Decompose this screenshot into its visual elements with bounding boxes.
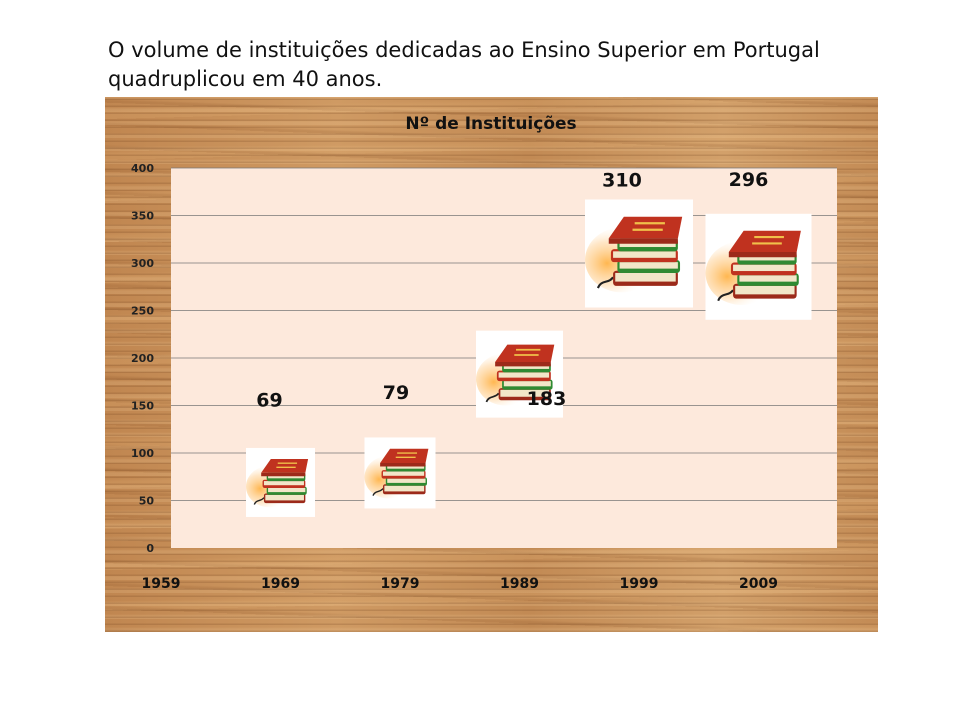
x-tick-label: 1989 (500, 576, 539, 592)
chart-title: Nº de Instituições (405, 114, 576, 134)
slide-title-line-2: quadruplicou em 40 anos. (108, 67, 383, 91)
y-tick-label: 300 (131, 257, 154, 270)
y-tick-label: 150 (131, 400, 154, 413)
data-point-marker (704, 212, 813, 321)
data-label: 310 (602, 170, 642, 192)
y-tick-label: 0 (146, 542, 154, 555)
y-tick-label: 350 (131, 210, 154, 223)
y-tick-label: 100 (131, 447, 154, 460)
data-label: 69 (256, 389, 282, 411)
chart-panel: 0 50 100 150 200 250 300 350 400 1959 1969 1979 1989… (105, 97, 878, 632)
slide-title-line-1: O volume de instituições dedicadas ao En… (108, 38, 820, 62)
y-tick-label: 200 (131, 352, 154, 365)
chart-svg: 0 50 100 150 200 250 300 350 400 1959 1969 1979 1989… (131, 114, 837, 592)
data-point-marker (363, 436, 437, 510)
x-tick-label: 2009 (739, 576, 778, 592)
x-tick-label: 1959 (142, 576, 181, 592)
x-tick-label: 1999 (620, 576, 659, 592)
data-label: 183 (527, 388, 567, 410)
data-label: 296 (729, 169, 769, 191)
y-tick-label: 50 (139, 495, 155, 508)
x-tick-label: 1969 (261, 576, 300, 592)
slide-title: O volume de instituições dedicadas ao En… (108, 36, 828, 94)
data-point-marker (245, 447, 316, 518)
data-label: 79 (383, 382, 409, 404)
plot-layer: 0 50 100 150 200 250 300 350 400 1959 1969 1979 1989… (131, 114, 837, 592)
y-tick-label: 250 (131, 305, 154, 318)
x-tick-label: 1979 (381, 576, 420, 592)
y-tick-label: 400 (131, 162, 154, 175)
data-point-marker (583, 198, 695, 309)
